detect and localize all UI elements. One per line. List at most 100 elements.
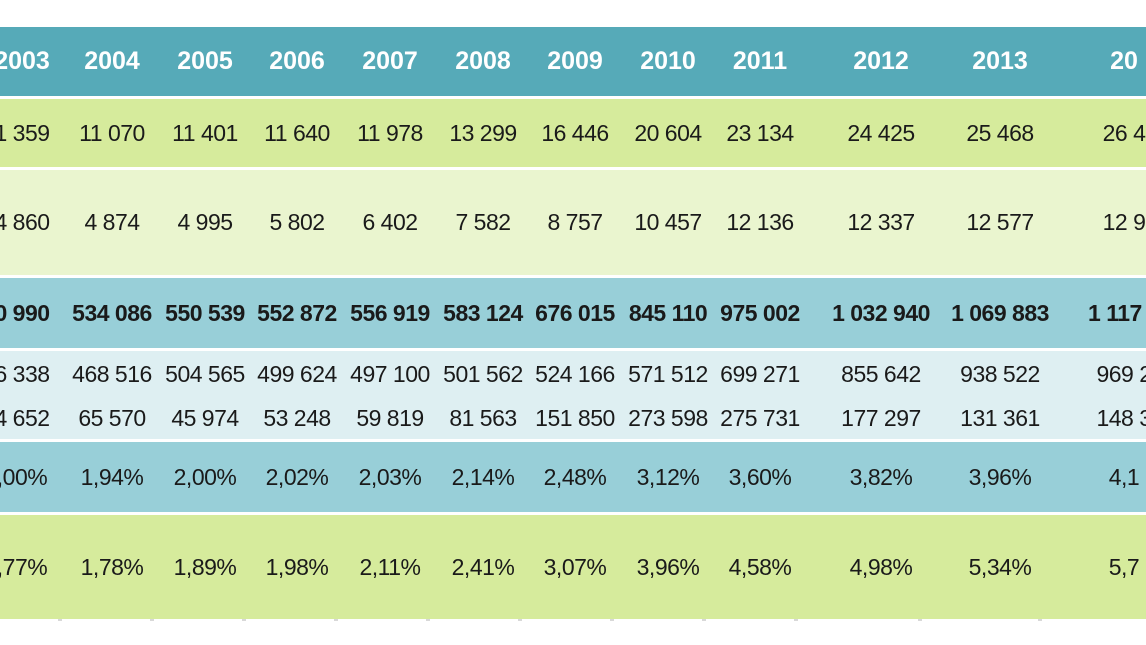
table-cell: 550 539 (165, 299, 245, 326)
table-cell: 2,14% (451, 463, 515, 490)
table-cell: 4,1 (1108, 463, 1140, 490)
table-cell: 534 086 (72, 299, 152, 326)
table-cell: 2,11% (359, 553, 421, 580)
table-cell: 6 338 (0, 360, 50, 387)
table-cell: 20 604 (634, 119, 702, 146)
column-header-year: 20 (1110, 47, 1138, 75)
tick-mark (918, 619, 922, 621)
table-cell: 131 361 (960, 404, 1040, 431)
table-cell: 556 919 (350, 299, 430, 326)
table-cell: 571 512 (628, 360, 708, 387)
tick-mark (242, 619, 246, 621)
table-cell: 1 359 (0, 119, 50, 146)
table-cell: 1 069 883 (951, 299, 1049, 326)
tick-mark (518, 619, 522, 621)
table-cell: 969 2 (1096, 360, 1146, 387)
column-header-year: 2009 (547, 47, 603, 75)
tick-mark (794, 619, 798, 621)
table-row: 6 338 468 516 504 565 499 624 497 100 501 562… (0, 351, 1146, 439)
table-cell: 497 100 (350, 360, 430, 387)
table-cell: 11 978 (357, 119, 423, 146)
bottom-tick-marks (0, 619, 1146, 623)
table-cell: 3,12% (636, 463, 700, 490)
table-row-total: 0 990 534 086 550 539 552 872 556 919 583 124… (0, 278, 1146, 348)
column-header-year: 2010 (640, 47, 696, 75)
table-cell: 3,96% (968, 463, 1032, 490)
column-header-year: 2008 (455, 47, 511, 75)
table-cell: 699 271 (720, 360, 800, 387)
table-cell: ,77% (0, 553, 48, 580)
column-header-year: 2011 (732, 47, 788, 75)
table-cell: 1,78% (80, 553, 144, 580)
table-cell: 45 974 (171, 404, 239, 431)
tick-mark (610, 619, 614, 621)
table-cell: 25 468 (966, 119, 1034, 146)
table-cell: 12 337 (847, 209, 915, 235)
table-row-percent: ,77% 1,78% 1,89% 1,98% 2,11% 2,41% 3,07% 3,96% 4… (0, 515, 1146, 619)
table-cell: 5 802 (269, 209, 325, 235)
table-cell: 26 4 (1102, 119, 1146, 146)
table-cell: 4 652 (0, 404, 50, 431)
table-cell: 1,89% (173, 553, 237, 580)
table-cell: 12 577 (966, 209, 1034, 235)
table-cell: 24 425 (847, 119, 915, 146)
table-cell: 4 874 (84, 209, 140, 235)
table-cell: 5,7 (1108, 553, 1140, 580)
table-cell: 2,41% (451, 553, 515, 580)
table-cell: 552 872 (257, 299, 337, 326)
table-cell: 10 457 (634, 209, 702, 235)
table-subrow: 4 652 65 570 45 974 53 248 59 819 81 563 151 8… (0, 397, 1146, 439)
table-cell: 583 124 (443, 299, 523, 326)
table-cell: 4,98% (849, 553, 913, 580)
table-cell: 3,96% (636, 553, 700, 580)
table-cell: 855 642 (841, 360, 921, 387)
table-cell: 1 117 5 (1088, 299, 1146, 326)
tick-mark (150, 619, 154, 621)
table-cell: 12 136 (726, 209, 794, 235)
tick-mark (334, 619, 338, 621)
table-cell: 273 598 (628, 404, 708, 431)
table-cell: ,00% (0, 463, 48, 490)
column-header-year: 2012 (853, 47, 909, 75)
table-cell: 11 401 (172, 119, 238, 146)
table-cell: 13 299 (449, 119, 517, 146)
table-cell: 6 402 (362, 209, 418, 235)
table-cell: 3,07% (543, 553, 607, 580)
column-header-year: 2006 (269, 47, 325, 75)
table-cell: 148 3 (1096, 404, 1146, 431)
table-cell: 2,00% (173, 463, 237, 490)
table-cell: 81 563 (449, 404, 517, 431)
table-cell: 1,94% (80, 463, 144, 490)
table-row-percent: ,00% 1,94% 2,00% 2,02% 2,03% 2,14% 2,48% 3,12% 3… (0, 442, 1146, 512)
table-cell: 499 624 (257, 360, 337, 387)
table-cell: 151 850 (535, 404, 615, 431)
table-cell: 0 990 (0, 299, 50, 326)
table-cell: 468 516 (72, 360, 152, 387)
table-cell: 975 002 (720, 299, 800, 326)
table-cell: 1 032 940 (832, 299, 930, 326)
tick-mark (1038, 619, 1042, 621)
table-cell: 3,60% (728, 463, 792, 490)
table-cell: 23 134 (726, 119, 794, 146)
column-header-year: 2004 (84, 47, 140, 75)
table-cell: 3,82% (849, 463, 913, 490)
table-cell: 2,02% (265, 463, 329, 490)
table-cell: 177 297 (841, 404, 921, 431)
table-cell: 7 582 (455, 209, 511, 235)
table-cell: 676 015 (535, 299, 615, 326)
table-cell: 59 819 (356, 404, 424, 431)
tick-mark (426, 619, 430, 621)
table-row: 1 359 11 070 11 401 11 640 11 978 13 299 16 44… (0, 99, 1146, 167)
table-row: 4 860 4 874 4 995 5 802 6 402 7 582 8 757 10 45… (0, 170, 1146, 275)
table-cell: 501 562 (443, 360, 523, 387)
column-header-year: 2013 (972, 47, 1028, 75)
table-cell: 8 757 (547, 209, 603, 235)
table-cell: 12 9 (1102, 209, 1146, 235)
column-header-year: 2005 (177, 47, 233, 75)
table-cell: 1,98% (265, 553, 329, 580)
column-header-year: 2003 (0, 47, 50, 75)
table-cell: 4,58% (728, 553, 792, 580)
tick-mark (58, 619, 62, 621)
table-header-row: 2003 2004 2005 2006 2007 2008 2009 2010 2011 2012… (0, 27, 1146, 96)
table-cell: 65 570 (78, 404, 146, 431)
